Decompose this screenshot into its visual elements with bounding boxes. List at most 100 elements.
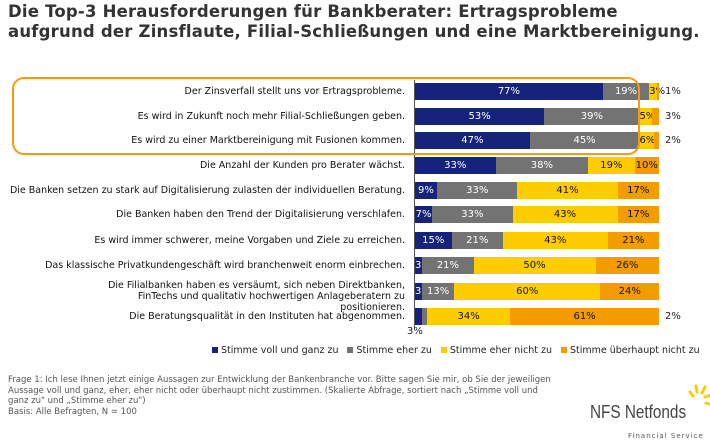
data-label: 6% (639, 135, 656, 146)
category-label: Die Beratungsqualität in den Instituten … (129, 311, 405, 322)
data-label: 33% (444, 160, 467, 171)
data-label: 21% (436, 260, 460, 271)
bar-segment: 3% (415, 283, 431, 300)
bar-segment: 5% (639, 108, 655, 125)
bar-segment: 45% (529, 132, 640, 149)
footnote-line: Frage 1: Ich lese Ihnen jetzt einige Aus… (8, 375, 551, 385)
bar-segment: 10% (634, 157, 659, 174)
data-label: 7% (415, 209, 432, 220)
legend-label: Stimme eher nicht zu (449, 345, 552, 356)
bar-segment: 43% (502, 232, 608, 249)
bar-segment: 26% (595, 257, 659, 274)
bar-segment: 50% (473, 257, 596, 274)
bar-segment: 21% (422, 257, 474, 274)
data-label: 13% (427, 286, 450, 297)
data-label: 21% (466, 235, 489, 246)
legend-swatch (212, 347, 218, 353)
data-label: 19% (600, 160, 623, 171)
bar-segment: 33% (432, 206, 513, 223)
bar-segment: 39% (544, 108, 640, 125)
data-label: 39% (580, 111, 603, 122)
data-label: 34% (457, 311, 480, 322)
legend-swatch (440, 347, 447, 353)
data-label: 43% (553, 209, 577, 220)
bar-segment: 60% (454, 283, 601, 300)
bar-segment: 47% (415, 132, 530, 149)
data-label: 17% (627, 185, 650, 196)
footnote-line: Aussage voll und ganz, eher, eher nicht … (8, 385, 538, 396)
bar-segment: 77% (415, 83, 603, 100)
bar-segment (415, 308, 423, 325)
data-label: 3% (665, 111, 681, 122)
bar-segment: 13% (422, 283, 455, 300)
data-label: 77% (497, 86, 521, 97)
data-label: 45% (573, 135, 596, 146)
logo-sun-icon (688, 384, 710, 406)
data-label: 47% (461, 135, 484, 146)
legend-label: Stimme eher zu (356, 345, 432, 356)
bar-segment: 38% (495, 157, 589, 174)
title-line-1: Die Top-3 Herausforderungen für Bankbera… (8, 2, 618, 21)
bar-segment: 33% (436, 182, 518, 199)
logo: NFS Netfonds Financial Service (590, 384, 710, 442)
footnote-line: ganz zu" und „Stimme eher zu") (8, 396, 146, 406)
bar-segment: 53% (415, 108, 545, 125)
data-label: 41% (556, 185, 579, 196)
logo-name: NFS Netfonds (590, 402, 687, 422)
data-label: 9% (418, 185, 434, 196)
bar-segment: 24% (600, 283, 659, 300)
data-label: 21% (622, 235, 645, 246)
bar-segment: 9% (415, 182, 437, 199)
bar-segment: 17% (617, 182, 659, 199)
bar-segment (651, 108, 659, 125)
bar-segment: 3% (415, 257, 431, 274)
category-label: Es wird immer schwerer, meine Vorgaben u… (94, 235, 405, 246)
bar-segment: 6% (639, 132, 656, 149)
data-label: 3% (649, 83, 665, 100)
data-label: 50% (523, 260, 546, 271)
bar-segment: 34% (427, 308, 511, 325)
data-label: 38% (530, 160, 553, 171)
title-line-2: aufgrund der Zinsflaute, Filial-Schließu… (8, 22, 700, 41)
data-label: 61% (573, 311, 596, 322)
data-label: 10% (635, 160, 658, 171)
legend-swatch (560, 347, 567, 353)
legend-label: Stimme voll und ganz zu (221, 345, 339, 356)
legend-item: Stimme überhaupt nicht zu (560, 345, 700, 356)
data-label: 24% (618, 286, 641, 297)
category-label: Die Banken setzen zu stark auf Digitalis… (9, 185, 405, 196)
bar-segment: 19% (588, 157, 635, 174)
bar-segment (656, 83, 659, 100)
legend-item: Stimme eher zu (347, 345, 432, 356)
footnote-line: Basis: Alle Befragten, N = 100 (8, 406, 137, 417)
data-label: 15% (422, 235, 445, 246)
data-label: 26% (616, 260, 639, 271)
legend-item: Stimme eher nicht zu (440, 345, 552, 356)
bar-segment: 17% (617, 206, 659, 223)
bar-segment: 3% (649, 83, 665, 100)
top3-highlight-frame (12, 77, 640, 155)
data-label: 3% (407, 326, 423, 337)
bar-segment: 15% (415, 232, 452, 249)
category-label: Die Banken haben den Trend der Digitalis… (116, 209, 405, 220)
legend-item: Stimme voll und ganz zu (212, 345, 338, 356)
legend: Stimme voll und ganz zu Stimme eher zu Sti… (212, 345, 700, 356)
bar-segment: 33% (415, 157, 496, 174)
bar-segment: 21% (451, 232, 503, 249)
category-label: Die Filialbanken haben es versäumt, sich… (108, 280, 405, 313)
logo-tagline: Financial Service (628, 432, 704, 440)
data-label: 43% (544, 235, 567, 246)
legend-swatch (347, 347, 354, 353)
category-axis-line (414, 80, 415, 328)
data-label: 2% (665, 311, 681, 322)
bar-segment: 43% (512, 206, 618, 223)
data-label: 3% (415, 257, 431, 274)
data-label: 60% (516, 286, 539, 297)
category-label: Es wird in Zukunft noch mehr Filial-Schl… (137, 111, 405, 122)
data-label: 17% (627, 209, 650, 220)
bar-segment: 21% (607, 232, 659, 249)
footnote: Frage 1: Ich lese Ihnen jetzt einige Aus… (8, 375, 568, 417)
category-label: Der Zinsverfall stellt uns vor Ertragspr… (184, 86, 405, 97)
data-label: 33% (461, 209, 484, 220)
